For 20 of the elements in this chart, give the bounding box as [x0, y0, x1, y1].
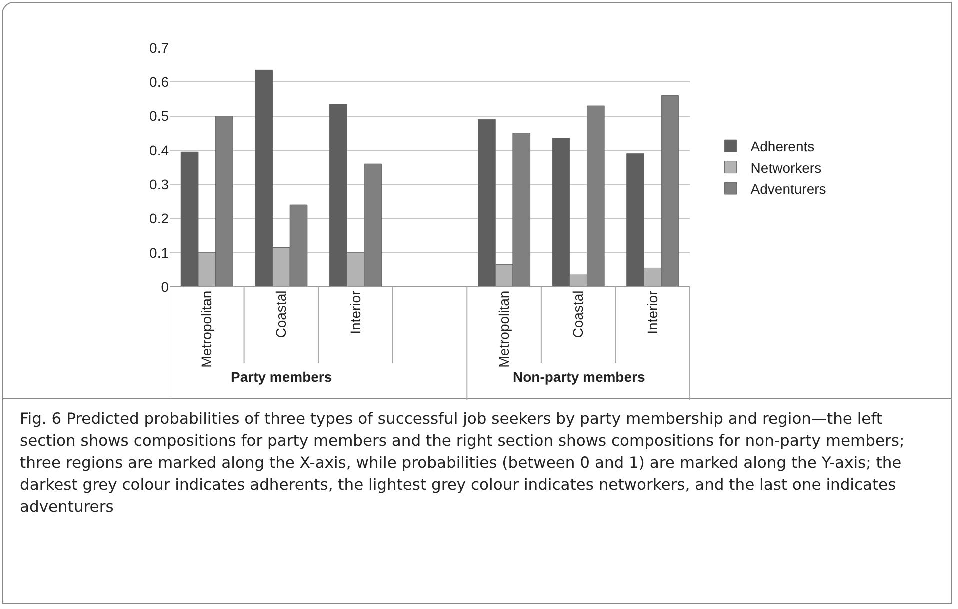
x-tick-label: Coastal: [272, 290, 289, 338]
x-tick-label: Coastal: [570, 290, 586, 338]
y-tick-label: 0.6: [150, 74, 170, 90]
legend-label: Adventurers: [750, 180, 826, 197]
y-tick-label: 0.5: [150, 108, 170, 124]
x-tick-label: Metropolitan: [496, 290, 512, 368]
text: Non-party members: [513, 369, 646, 385]
x-tick-label: Interior: [644, 290, 660, 334]
x-tick-label: Interior: [347, 290, 364, 334]
y-tick-label: 0.1: [150, 244, 170, 261]
y-tick-label: 0: [161, 278, 170, 295]
y-tick-label: 0.7: [150, 40, 170, 56]
y-tick-label: 0.3: [150, 176, 170, 192]
y-tick-label: 0.2: [150, 210, 170, 227]
legend-label: Networkers: [750, 160, 822, 176]
x-tick-label: Metropolitan: [198, 290, 215, 368]
caption: Fig. 6 Predicted probabilities of three types of successful job seekers by party membership and region—the left section shows compositions for party members and the right section shows compositions for non-party members; three regions are marked along the X-axis, while probabilities (between 0 and 1) are marked along the Y-axis; the darkest grey colour indicates adherents, the lightest grey colour indicates networkers, and the last one indicates adventurers: [20, 409, 906, 518]
legend-label: Adherents: [750, 138, 815, 155]
text: Party members: [231, 369, 332, 385]
y-tick-label: 0.4: [150, 142, 170, 158]
